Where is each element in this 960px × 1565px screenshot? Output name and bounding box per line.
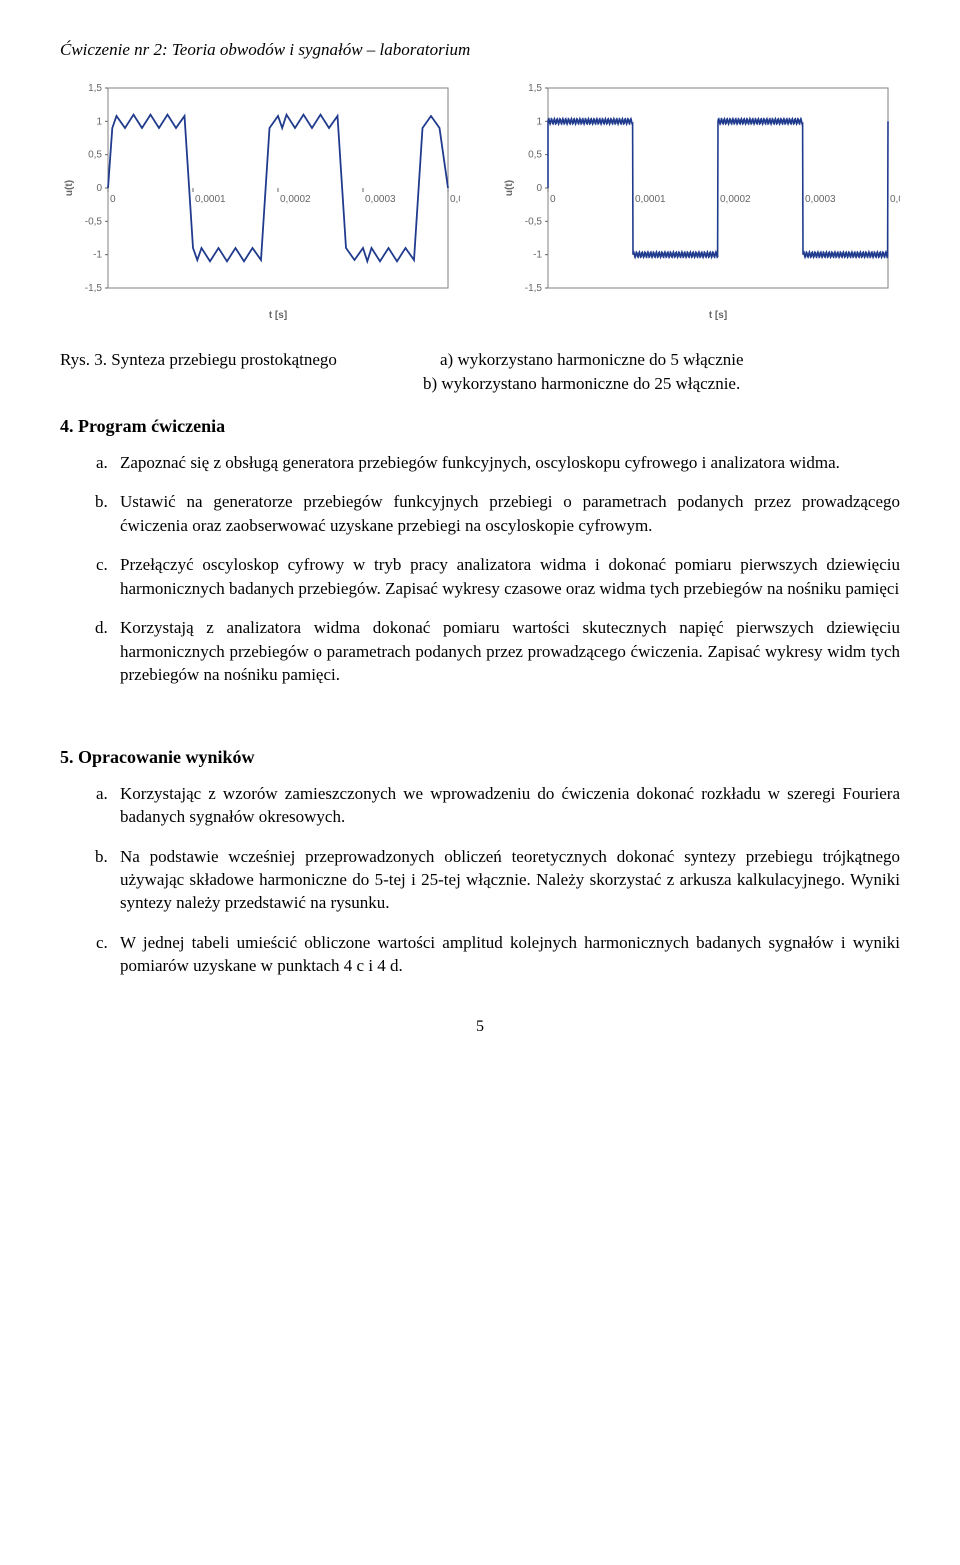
svg-text:0,5: 0,5 xyxy=(528,150,542,161)
svg-text:-1,5: -1,5 xyxy=(85,283,103,294)
svg-text:1,5: 1,5 xyxy=(528,83,542,94)
svg-text:-1: -1 xyxy=(93,250,102,261)
svg-text:t [s]: t [s] xyxy=(269,310,287,321)
figure-caption: Rys. 3. Synteza przebiegu prostokątnego xyxy=(60,350,420,370)
list-item: Korzystają z analizatora widma dokonać p… xyxy=(112,616,900,686)
svg-text:-1: -1 xyxy=(533,250,542,261)
figure-caption-b: b) wykorzystano harmoniczne do 25 włączn… xyxy=(423,374,900,394)
svg-text:0,0004: 0,0004 xyxy=(450,194,460,205)
charts-row: 1,5 1 0,5 0 -0,5 -1 -1,5 0 0,0001 0,0002 0,0003 0,0… xyxy=(60,80,900,330)
figure-caption-a: a) wykorzystano harmoniczne do 5 włączni… xyxy=(440,350,900,370)
svg-text:0: 0 xyxy=(536,183,542,194)
chart-right: 1,5 1 0,5 0 -0,5 -1 -1,5 0 0,0001 0,0002 0,0003 0,0… xyxy=(500,80,900,330)
section-4-title: 4. Program ćwiczenia xyxy=(60,416,900,437)
svg-text:-1,5: -1,5 xyxy=(525,283,543,294)
chart-left: 1,5 1 0,5 0 -0,5 -1 -1,5 0 0,0001 0,0002 0,0003 0,0… xyxy=(60,80,460,330)
svg-text:0,5: 0,5 xyxy=(88,150,102,161)
section-4-list: Zapoznać się z obsługą generatora przebi… xyxy=(60,451,900,687)
svg-text:u(t): u(t) xyxy=(504,180,515,196)
page-header: Ćwiczenie nr 2: Teoria obwodów i sygnałó… xyxy=(60,40,900,60)
svg-text:0: 0 xyxy=(550,194,556,205)
svg-text:0: 0 xyxy=(96,183,102,194)
svg-text:1: 1 xyxy=(96,116,102,127)
svg-text:u(t): u(t) xyxy=(64,180,75,196)
svg-text:0,0001: 0,0001 xyxy=(635,194,666,205)
svg-text:0,0001: 0,0001 xyxy=(195,194,226,205)
list-item: Korzystając z wzorów zamieszczonych we w… xyxy=(112,782,900,829)
svg-text:0,0004: 0,0004 xyxy=(890,194,900,205)
svg-text:0,0003: 0,0003 xyxy=(365,194,396,205)
list-item: Przełączyć oscyloskop cyfrowy w tryb pra… xyxy=(112,553,900,600)
list-item: Zapoznać się z obsługą generatora przebi… xyxy=(112,451,900,474)
svg-text:0,0002: 0,0002 xyxy=(720,194,751,205)
svg-text:0,0003: 0,0003 xyxy=(805,194,836,205)
svg-text:t [s]: t [s] xyxy=(709,310,727,321)
svg-text:1,5: 1,5 xyxy=(88,83,102,94)
svg-text:1: 1 xyxy=(536,116,542,127)
section-5-list: Korzystając z wzorów zamieszczonych we w… xyxy=(60,782,900,978)
chart-left-svg: 1,5 1 0,5 0 -0,5 -1 -1,5 0 0,0001 0,0002 0,0003 0,0… xyxy=(60,80,460,330)
svg-text:-0,5: -0,5 xyxy=(85,216,103,227)
list-item: W jednej tabeli umieścić obliczone warto… xyxy=(112,931,900,978)
list-item: Ustawić na generatorze przebiegów funkcy… xyxy=(112,490,900,537)
svg-text:-0,5: -0,5 xyxy=(525,216,543,227)
section-5-title: 5. Opracowanie wyników xyxy=(60,747,900,768)
page-number: 5 xyxy=(60,1018,900,1036)
list-item: Na podstawie wcześniej przeprowadzonych … xyxy=(112,845,900,915)
chart-right-svg: 1,5 1 0,5 0 -0,5 -1 -1,5 0 0,0001 0,0002 0,0003 0,0… xyxy=(500,80,900,330)
svg-text:0: 0 xyxy=(110,194,116,205)
svg-text:0,0002: 0,0002 xyxy=(280,194,311,205)
